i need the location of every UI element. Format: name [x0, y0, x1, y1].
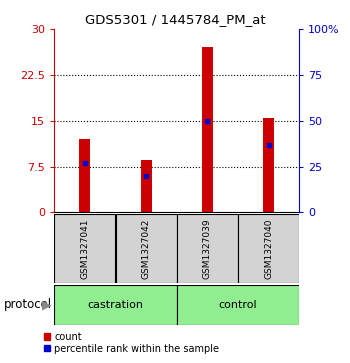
- Bar: [116, 214, 177, 283]
- Bar: [141, 160, 152, 212]
- Bar: [54, 214, 116, 283]
- Text: control: control: [219, 300, 257, 310]
- Bar: [263, 118, 274, 212]
- Bar: [238, 214, 299, 283]
- Bar: [79, 139, 90, 212]
- Legend: count, percentile rank within the sample: count, percentile rank within the sample: [42, 330, 221, 356]
- Bar: [177, 214, 238, 283]
- Text: protocol: protocol: [4, 298, 52, 311]
- Text: castration: castration: [88, 300, 144, 310]
- Text: GSM1327041: GSM1327041: [80, 219, 89, 279]
- Text: ▶: ▶: [42, 298, 52, 311]
- Text: GSM1327042: GSM1327042: [142, 219, 150, 279]
- Text: GDS5301 / 1445784_PM_at: GDS5301 / 1445784_PM_at: [85, 13, 265, 26]
- Bar: [202, 47, 213, 212]
- Text: GSM1327040: GSM1327040: [264, 219, 273, 279]
- Text: GSM1327039: GSM1327039: [203, 218, 212, 279]
- Bar: [177, 285, 299, 325]
- Bar: [54, 285, 177, 325]
